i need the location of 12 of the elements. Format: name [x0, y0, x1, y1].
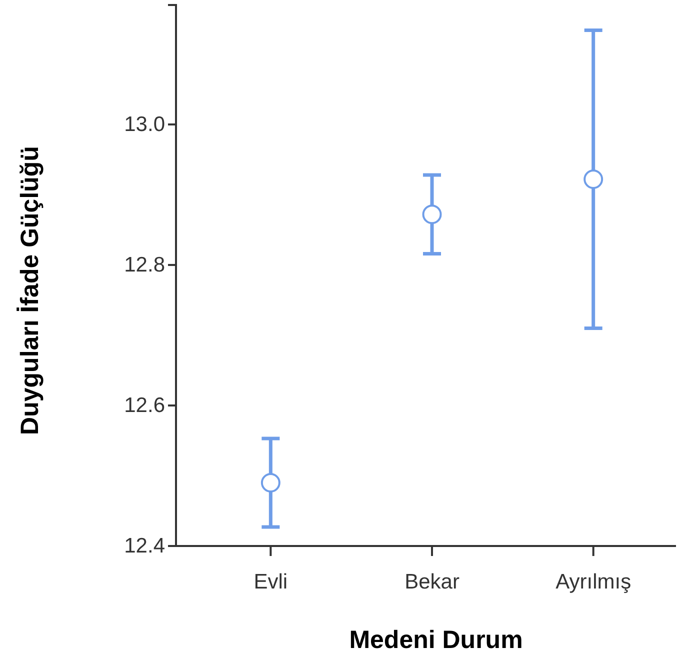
x-tick-label: Bekar: [404, 570, 460, 594]
x-axis-title: Medeni Durum: [349, 626, 523, 654]
x-tick-label: Evli: [254, 570, 288, 594]
y-tick-label: 12.4: [124, 534, 166, 558]
x-tick-label: Ayrılmış: [556, 570, 632, 594]
y-tick-label: 13.0: [124, 113, 165, 136]
point: [584, 170, 604, 189]
point: [260, 473, 280, 492]
y-axis-title: Duyguları İfade Güçlüğü: [16, 146, 44, 435]
y-tick-label: 12.6: [124, 394, 165, 418]
y-tick-label: 12.8: [124, 254, 165, 277]
point: [422, 204, 442, 224]
